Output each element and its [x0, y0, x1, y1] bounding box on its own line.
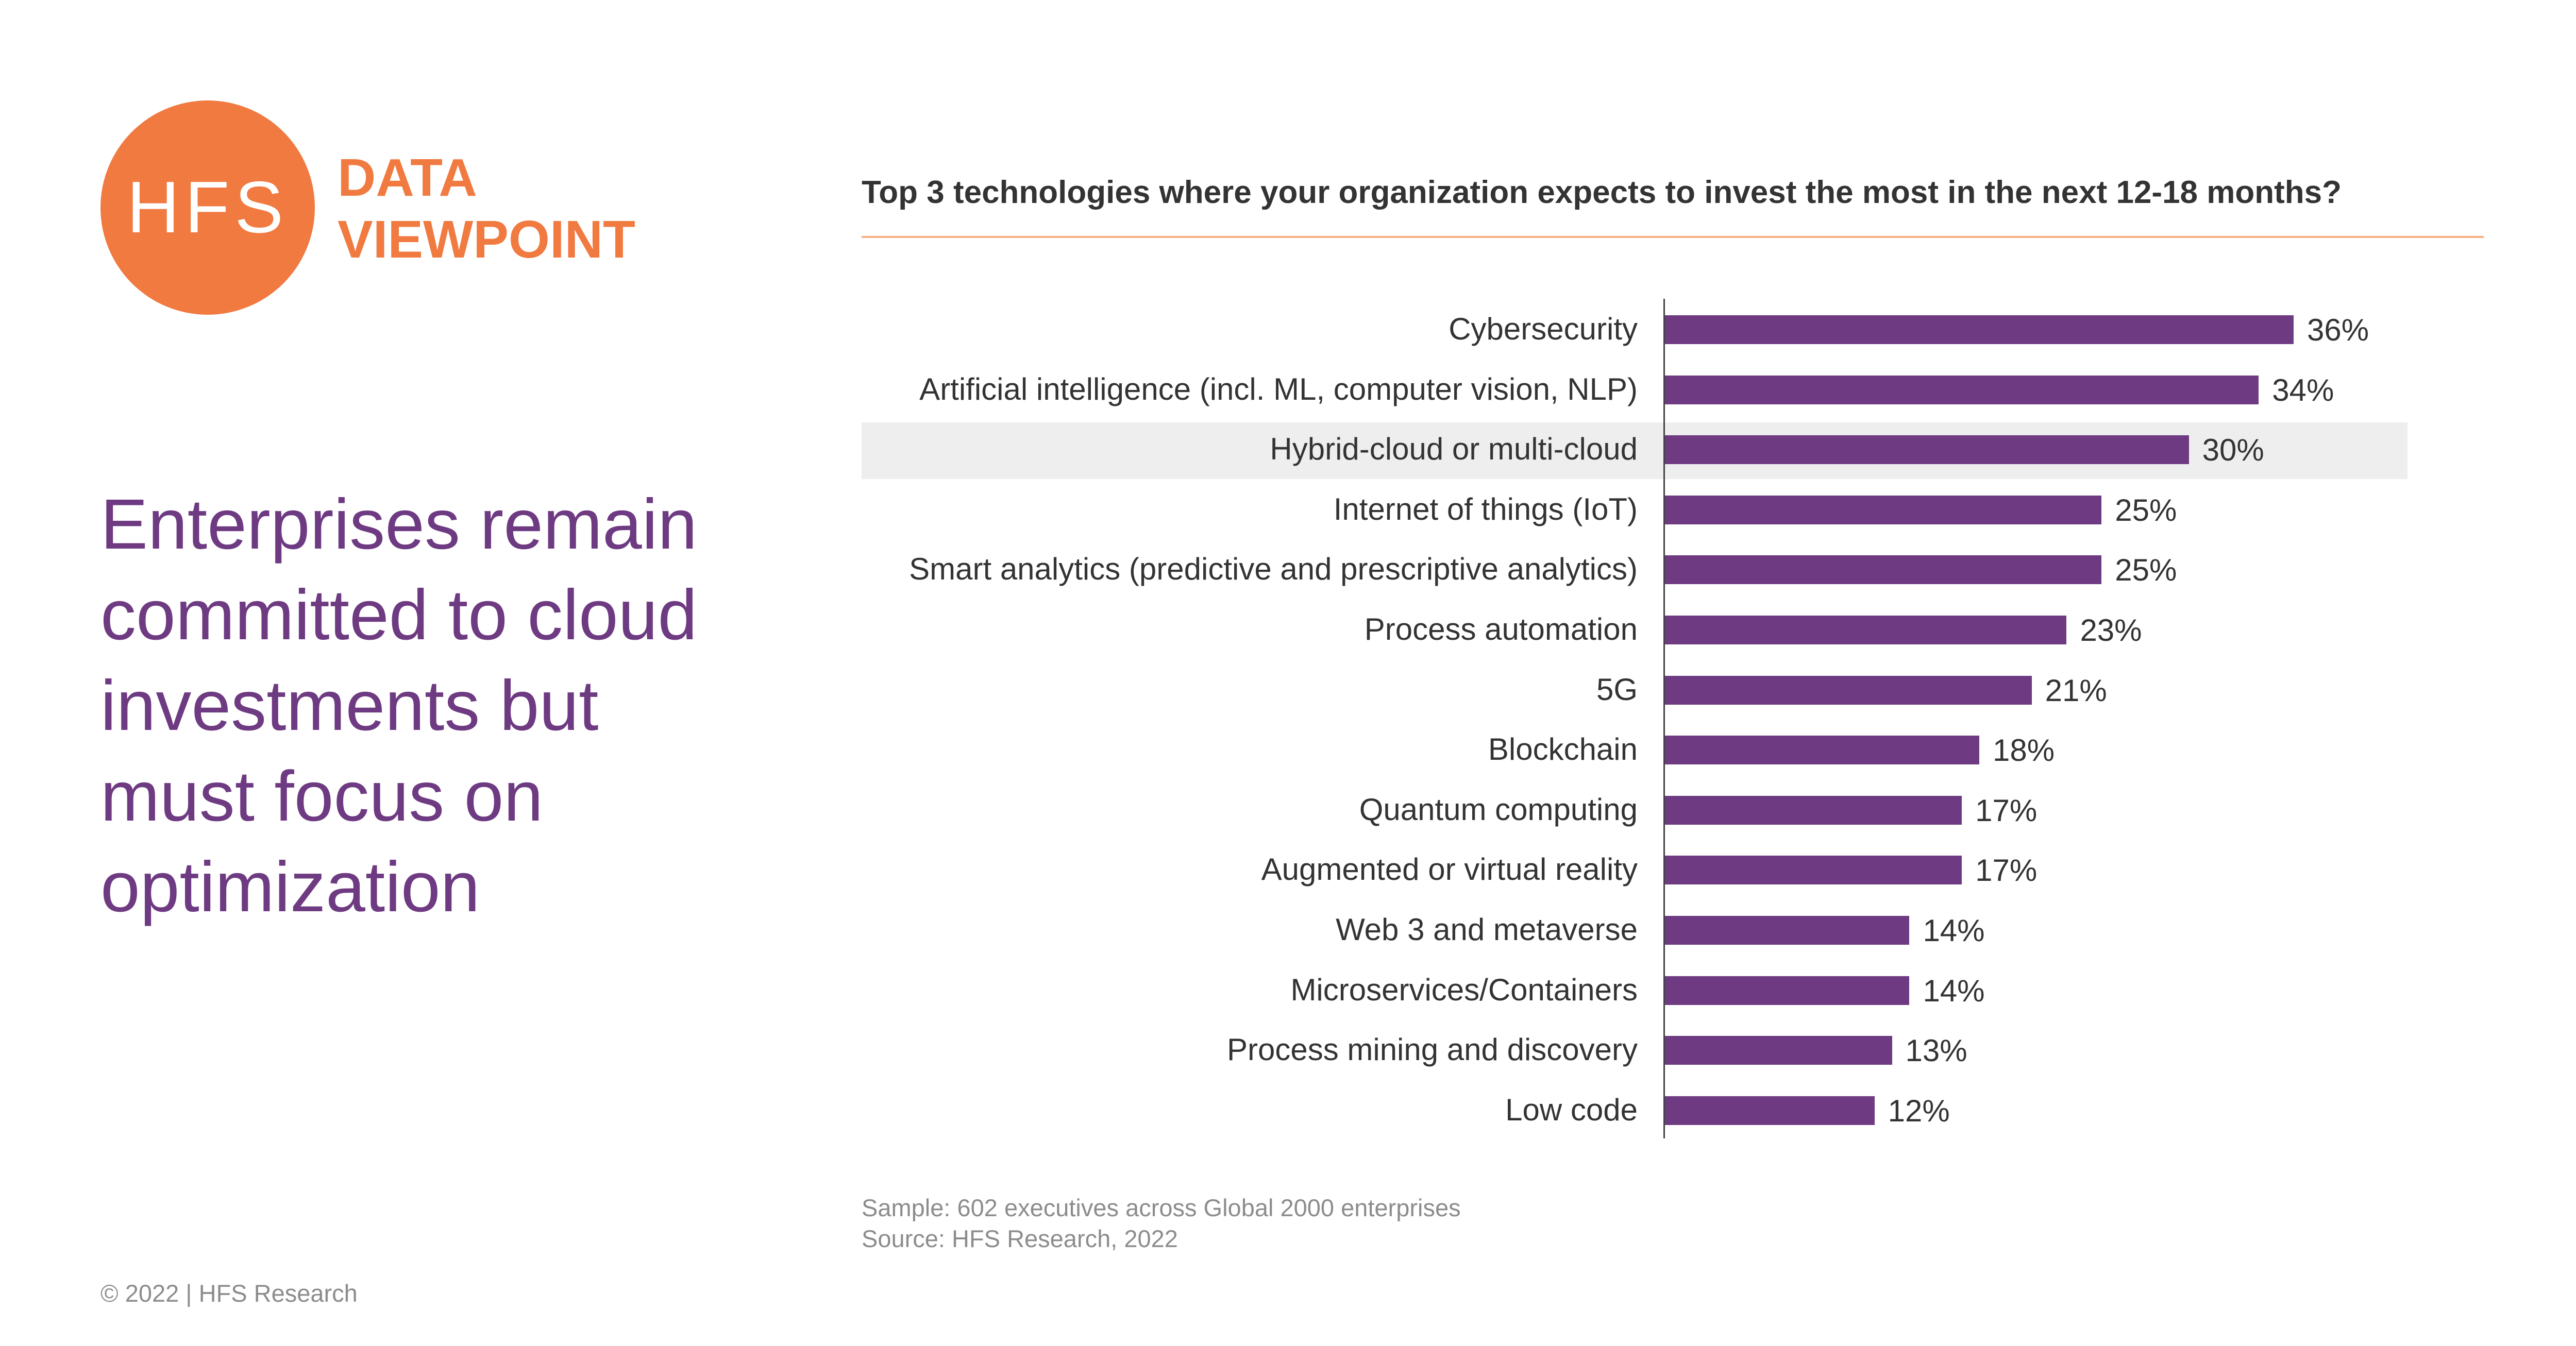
value-label: 14% — [1923, 973, 1985, 1008]
title-divider — [862, 236, 2484, 238]
value-label: 17% — [1975, 853, 2038, 888]
bar — [1665, 495, 2102, 524]
category-label: Web 3 and metaverse — [1336, 912, 1638, 947]
value-label: 30% — [2202, 433, 2264, 468]
category-label: Smart analytics (predictive and prescrip… — [909, 552, 1638, 587]
bar — [1665, 675, 2032, 705]
copyright: © 2022 | HFS Research — [100, 1280, 358, 1307]
sample-note: Sample: 602 executives across Global 200… — [862, 1194, 1461, 1221]
value-label: 25% — [2115, 492, 2177, 527]
category-label: Augmented or virtual reality — [1261, 852, 1638, 887]
value-label: 21% — [2045, 673, 2107, 708]
logo-mark: HFS — [127, 166, 289, 248]
footnotes: Sample: 602 executives across Global 200… — [862, 1192, 1461, 1254]
category-label: Process automation — [1364, 612, 1638, 646]
value-label: 14% — [1923, 913, 1985, 948]
logo-line-1: DATA — [338, 148, 477, 207]
bar — [1665, 736, 1979, 765]
bar — [1665, 315, 2294, 344]
value-label: 13% — [1905, 1033, 1967, 1068]
bar — [1665, 976, 1910, 1005]
category-label: 5G — [1596, 672, 1638, 707]
logo-wordmark: DATA VIEWPOINT — [338, 147, 635, 270]
category-axis-line — [1663, 299, 1665, 1138]
source-note: Source: HFS Research, 2022 — [862, 1225, 1178, 1252]
chart-title: Top 3 technologies where your organizati… — [862, 175, 2342, 210]
category-label: Blockchain — [1488, 732, 1638, 767]
bar — [1665, 555, 2102, 585]
category-label: Process mining and discovery — [1226, 1032, 1638, 1067]
category-label: Quantum computing — [1359, 792, 1638, 827]
category-label: Artificial intelligence (incl. ML, compu… — [919, 371, 1638, 406]
value-label: 36% — [2307, 313, 2369, 347]
logo-line-2: VIEWPOINT — [338, 210, 635, 269]
bar — [1665, 435, 2189, 465]
value-label: 23% — [2080, 613, 2142, 648]
value-label: 12% — [1888, 1093, 1950, 1128]
bar — [1665, 375, 2259, 404]
value-label: 17% — [1975, 793, 2038, 828]
bar — [1665, 616, 2067, 644]
value-label: 25% — [2115, 553, 2177, 588]
bar — [1665, 916, 1910, 945]
headline: Enterprises remain committed to cloud in… — [100, 485, 698, 927]
category-label: Low code — [1505, 1092, 1638, 1127]
value-label: 34% — [2272, 372, 2334, 407]
bar — [1665, 856, 1962, 885]
category-label: Internet of things (IoT) — [1333, 491, 1638, 526]
hfs-logo: HFS — [100, 100, 315, 315]
bar — [1665, 1036, 1892, 1065]
category-label: Microservices/Containers — [1290, 972, 1638, 1007]
bar — [1665, 1096, 1875, 1125]
category-label: Hybrid-cloud or multi-cloud — [1270, 432, 1638, 467]
category-label: Cybersecurity — [1449, 312, 1638, 346]
value-label: 18% — [1993, 733, 2055, 768]
bar — [1665, 795, 1962, 825]
